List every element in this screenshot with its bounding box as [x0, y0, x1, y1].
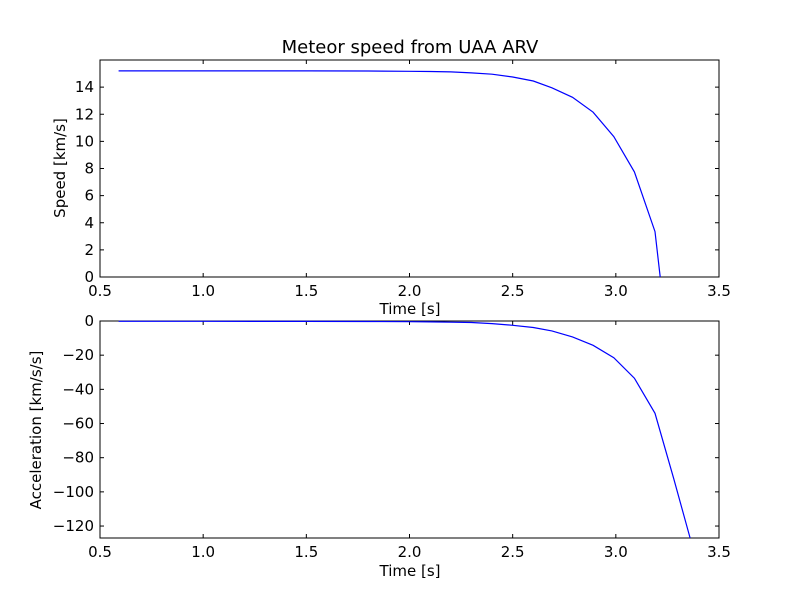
- acceleration-x-tick-label: 1.5: [294, 543, 318, 561]
- acceleration-plot-area: [99, 320, 720, 539]
- speed-x-ticks: 0.5 1.0 1.5 2.0 2.5 3.0 3.5: [88, 60, 731, 300]
- acceleration-x-tick-label: 2.5: [501, 543, 525, 561]
- speed-y-axis-label: Speed [km/s]: [51, 118, 69, 218]
- acceleration-y-tick-label: −80: [62, 449, 94, 467]
- speed-x-tick-label: 3.5: [707, 282, 731, 300]
- speed-x-axis-label: Time [s]: [379, 300, 441, 318]
- speed-x-tick-label: 2.5: [501, 282, 525, 300]
- speed-x-tick-label: 0.5: [88, 282, 112, 300]
- acceleration-x-tick-label: 3.5: [707, 543, 731, 561]
- speed-y-ticks: 0 2 4 6 8 10 12 14: [75, 78, 719, 286]
- acceleration-line: [118, 320, 691, 539]
- speed-y-tick-label: 8: [84, 160, 94, 178]
- acceleration-y-tick-label: −60: [62, 415, 94, 433]
- speed-y-tick-label: 2: [84, 241, 94, 259]
- acceleration-y-tick-label: 0: [84, 312, 94, 330]
- speed-y-tick-label: 14: [75, 78, 94, 96]
- speed-y-tick-label: 10: [75, 132, 94, 150]
- acceleration-x-tick-label: 1.0: [191, 543, 215, 561]
- acceleration-y-tick-label: −120: [53, 517, 94, 535]
- speed-x-tick-label: 1.5: [294, 282, 318, 300]
- speed-line: [118, 70, 661, 278]
- acceleration-x-tick-label: 3.0: [604, 543, 628, 561]
- speed-y-tick-label: 0: [84, 268, 94, 286]
- speed-chart: Meteor speed from UAA ARV 0.5 1.0 1.5 2.0 2.…: [51, 37, 731, 318]
- acceleration-x-axis-label: Time [s]: [379, 562, 441, 580]
- acceleration-y-tick-label: −40: [62, 380, 94, 398]
- speed-x-tick-label: 3.0: [604, 282, 628, 300]
- acceleration-chart: 0.5 1.0 1.5 2.0 2.5 3.0 3.5 0 −20 −40 −60 −80 −100 −…: [27, 312, 731, 580]
- acceleration-x-tick-label: 2.0: [398, 543, 422, 561]
- acceleration-x-tick-label: 0.5: [88, 543, 112, 561]
- speed-y-tick-label: 4: [84, 214, 94, 232]
- speed-y-tick-label: 12: [75, 105, 94, 123]
- acceleration-y-axis-label: Acceleration [km/s/s]: [27, 351, 45, 510]
- speed-x-tick-label: 2.0: [398, 282, 422, 300]
- acceleration-y-tick-label: −20: [62, 346, 94, 364]
- acceleration-y-ticks: 0 −20 −40 −60 −80 −100 −120: [53, 312, 719, 535]
- speed-y-tick-label: 6: [84, 187, 94, 205]
- speed-chart-title: Meteor speed from UAA ARV: [282, 37, 539, 58]
- acceleration-x-ticks: 0.5 1.0 1.5 2.0 2.5 3.0 3.5: [88, 321, 731, 561]
- acceleration-y-tick-label: −100: [53, 483, 94, 501]
- speed-x-tick-label: 1.0: [191, 282, 215, 300]
- speed-plot-area: [99, 59, 720, 278]
